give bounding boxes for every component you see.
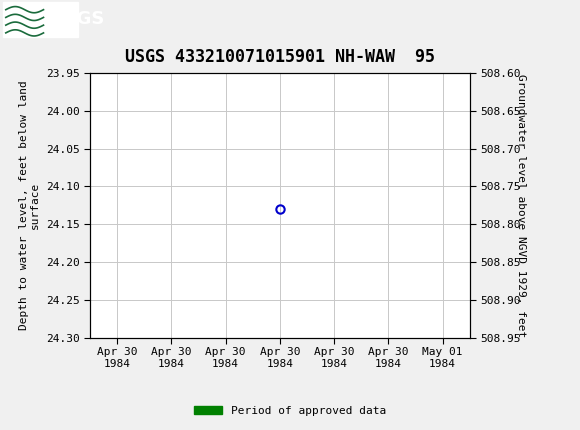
Y-axis label: Depth to water level, feet below land
surface: Depth to water level, feet below land su… (19, 80, 40, 330)
Text: USGS: USGS (49, 10, 104, 28)
Title: USGS 433210071015901 NH-WAW  95: USGS 433210071015901 NH-WAW 95 (125, 48, 435, 66)
Legend: Period of approved data: Period of approved data (190, 401, 390, 420)
Y-axis label: Groundwater level above NGVD 1929, feet: Groundwater level above NGVD 1929, feet (516, 74, 526, 337)
